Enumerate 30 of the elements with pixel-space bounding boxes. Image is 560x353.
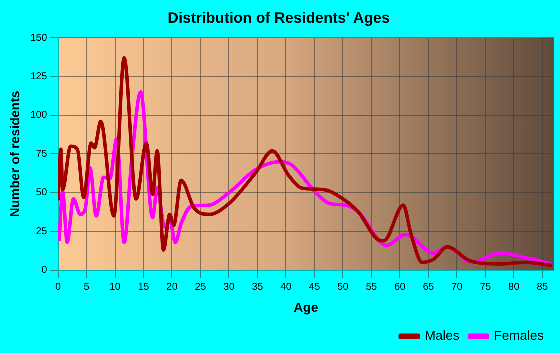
legend-label: Males	[424, 328, 460, 344]
x-tick-label: 35	[252, 282, 264, 294]
y-tick-label: 50	[36, 188, 48, 199]
x-tick-label: 0	[56, 282, 62, 294]
x-tick-label: 65	[423, 282, 435, 294]
x-tick-label: 50	[338, 282, 350, 294]
y-tick-label: 25	[36, 226, 48, 238]
y-tick-label: 100	[30, 110, 48, 122]
x-tick-label: 40	[280, 282, 292, 294]
x-axis-title: Age	[294, 300, 318, 315]
y-tick-label: 0	[42, 265, 48, 276]
y-axis-title: Number of residents	[7, 90, 22, 218]
y-tick-label: 125	[30, 71, 48, 82]
x-tick-label: 80	[508, 282, 520, 294]
x-tick-label: 5	[84, 282, 90, 294]
x-tick-label: 60	[394, 282, 406, 294]
legend-label: Females	[494, 328, 544, 344]
x-tick-label: 85	[537, 282, 549, 294]
x-tick-label: 25	[195, 282, 207, 294]
y-tick-label: 150	[30, 32, 48, 44]
x-tick-label: 55	[366, 282, 378, 294]
chart-title: Distribution of Residents' Ages	[168, 10, 390, 28]
x-tick-label: 45	[309, 282, 321, 294]
x-tick-label: 20	[166, 282, 178, 294]
x-tick-label: 10	[110, 282, 122, 294]
x-tick-label: 75	[480, 282, 492, 294]
y-tick-label: 75	[36, 148, 48, 160]
x-tick-label: 70	[452, 282, 464, 294]
x-tick-label: 30	[224, 282, 236, 294]
x-tick-label: 15	[138, 282, 150, 294]
